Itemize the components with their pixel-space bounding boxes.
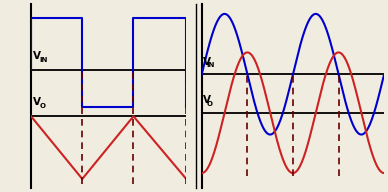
Text: O: O	[40, 103, 45, 109]
Text: O: O	[207, 101, 213, 107]
Text: V: V	[33, 98, 41, 108]
Text: V: V	[203, 57, 211, 67]
Text: V: V	[203, 95, 211, 105]
Text: IN: IN	[207, 62, 215, 68]
Text: V: V	[33, 51, 41, 61]
Text: IN: IN	[40, 57, 48, 63]
